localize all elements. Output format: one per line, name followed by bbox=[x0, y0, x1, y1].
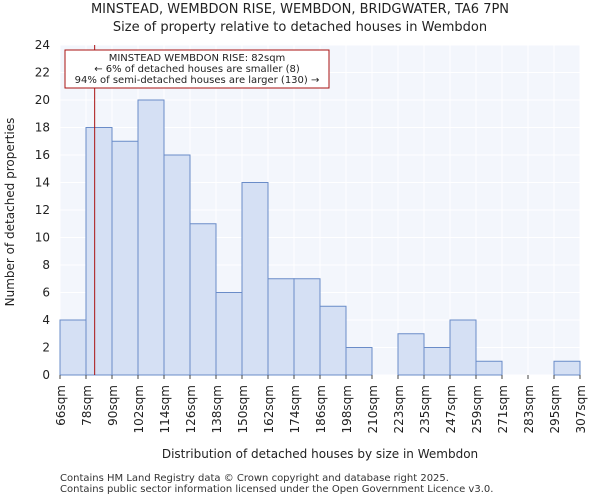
x-tick-label: 307sqm bbox=[574, 385, 588, 433]
y-tick-label: 8 bbox=[42, 258, 50, 272]
histogram-bar bbox=[319, 305, 347, 376]
histogram-bar bbox=[553, 360, 581, 376]
x-tick-label: 186sqm bbox=[314, 385, 328, 433]
histogram-bar bbox=[475, 360, 503, 376]
annotation-line-3: 94% of semi-detached houses are larger (… bbox=[75, 75, 320, 86]
x-tick-label: 174sqm bbox=[288, 385, 302, 433]
x-tick-label: 247sqm bbox=[444, 385, 458, 433]
x-tick-label: 150sqm bbox=[236, 385, 250, 433]
x-tick-label: 210sqm bbox=[366, 385, 380, 433]
histogram-bar bbox=[215, 292, 243, 376]
histogram-bar bbox=[59, 319, 87, 376]
y-tick-label: 22 bbox=[35, 66, 50, 80]
x-axis-label: Distribution of detached houses by size … bbox=[162, 447, 478, 461]
histogram-bar bbox=[137, 99, 165, 376]
y-tick-label: 4 bbox=[42, 313, 50, 327]
x-tick-label: 78sqm bbox=[80, 385, 94, 426]
bars bbox=[59, 99, 581, 376]
y-tick-label: 24 bbox=[35, 38, 50, 52]
chart-subtitle: Size of property relative to detached ho… bbox=[112, 20, 488, 35]
histogram-bar bbox=[267, 278, 295, 376]
y-tick-label: 18 bbox=[35, 121, 50, 135]
x-tick-label: 102sqm bbox=[132, 385, 146, 433]
x-tick-label: 66sqm bbox=[54, 385, 68, 426]
x-tick-label: 90sqm bbox=[106, 385, 120, 426]
y-tick-label: 2 bbox=[42, 341, 50, 355]
y-tick-label: 14 bbox=[35, 176, 50, 190]
chart-title: MINSTEAD, WEMBDON RISE, WEMBDON, BRIDGWA… bbox=[90, 2, 510, 17]
annotation-line-1: MINSTEAD WEMBDON RISE: 82sqm bbox=[109, 53, 286, 64]
annotation-line-2: ← 6% of detached houses are smaller (8) bbox=[94, 64, 300, 75]
x-tick-label: 126sqm bbox=[184, 385, 198, 433]
histogram-bar bbox=[189, 223, 217, 376]
y-axis-label: Number of detached properties bbox=[3, 118, 17, 307]
histogram-bar bbox=[241, 182, 269, 376]
x-tick-label: 162sqm bbox=[262, 385, 276, 433]
histogram-bar bbox=[85, 127, 113, 376]
histogram-bar bbox=[345, 347, 373, 376]
y-tick-label: 0 bbox=[42, 368, 50, 382]
x-tick-label: 223sqm bbox=[392, 385, 406, 433]
x-tick-label: 283sqm bbox=[522, 385, 536, 433]
histogram-bar bbox=[293, 278, 321, 376]
x-tick-label: 138sqm bbox=[210, 385, 224, 433]
x-tick-label: 235sqm bbox=[418, 385, 432, 433]
histogram-bar bbox=[423, 347, 451, 376]
x-tick-label: 259sqm bbox=[470, 385, 484, 433]
y-tick-label: 20 bbox=[35, 93, 50, 107]
histogram-bar bbox=[397, 333, 425, 376]
histogram-bar bbox=[449, 319, 477, 376]
y-tick-label: 10 bbox=[35, 231, 50, 245]
x-tick-label: 271sqm bbox=[496, 385, 510, 433]
y-tick-label: 12 bbox=[35, 203, 50, 217]
y-tick-label: 6 bbox=[42, 286, 50, 300]
y-tick-label: 16 bbox=[35, 148, 50, 162]
x-tick-label: 114sqm bbox=[158, 385, 172, 433]
annotation-frame bbox=[64, 49, 330, 89]
histogram-bar bbox=[163, 154, 191, 376]
x-tick-label: 295sqm bbox=[548, 385, 562, 433]
footer-line-1: Contains HM Land Registry data © Crown c… bbox=[60, 473, 449, 484]
footer-line-2: Contains public sector information licen… bbox=[60, 484, 494, 495]
x-tick-label: 198sqm bbox=[340, 385, 354, 433]
annotation-box: MINSTEAD WEMBDON RISE: 82sqm ← 6% of det… bbox=[64, 49, 330, 89]
histogram-bar bbox=[111, 140, 139, 376]
